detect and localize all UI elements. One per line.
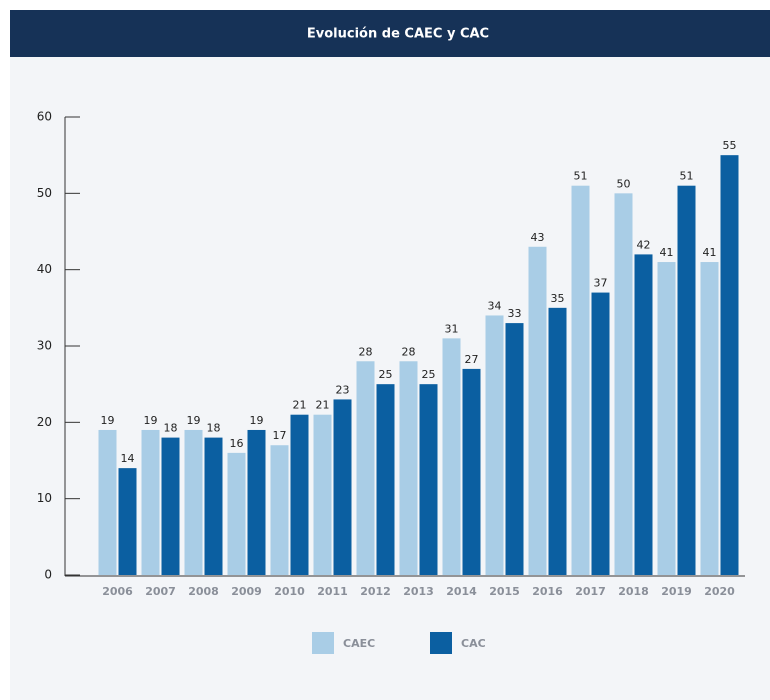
y-tick-label: 0 [44,568,52,582]
value-label: 23 [336,383,350,396]
bar [204,437,223,575]
bar [141,429,160,575]
chart-title: Evolución de CAEC y CAC [307,27,489,42]
x-tick-label: 2009 [231,585,262,598]
value-label: 51 [574,170,588,183]
bar [399,361,418,575]
bar [290,414,309,575]
bar [462,368,481,575]
x-tick-label: 2011 [317,585,348,598]
value-label: 21 [316,399,330,412]
value-label: 41 [703,246,717,259]
bar [118,468,137,575]
x-tick-label: 2006 [102,585,133,598]
bar [227,452,246,575]
value-label: 14 [121,452,135,465]
legend-swatch [312,632,334,654]
bar [98,429,117,575]
header [10,10,770,57]
x-tick-label: 2019 [661,585,692,598]
bar [356,361,375,575]
value-label: 27 [465,353,479,366]
bar [591,292,610,575]
bar [442,338,461,575]
x-tick-label: 2010 [274,585,305,598]
value-label: 35 [551,292,565,305]
x-tick-label: 2013 [403,585,434,598]
y-tick-label: 60 [37,110,52,124]
value-label: 41 [660,246,674,259]
value-label: 28 [402,345,416,358]
bar [505,323,524,575]
value-label: 28 [359,345,373,358]
value-label: 43 [531,231,545,244]
bar [376,384,395,575]
bar [571,185,590,575]
value-label: 21 [293,399,307,412]
x-tick-label: 2020 [704,585,735,598]
value-label: 19 [187,414,201,427]
y-tick-label: 50 [37,186,52,200]
bar [657,262,676,575]
value-label: 19 [101,414,115,427]
x-tick-label: 2017 [575,585,606,598]
bar [720,155,739,575]
bar [184,429,203,575]
value-label: 50 [617,177,631,190]
x-tick-label: 2012 [360,585,391,598]
value-label: 42 [637,238,651,251]
legend-label: CAC [461,637,486,650]
value-label: 25 [379,368,393,381]
bar [333,399,352,575]
bar [614,193,633,576]
value-label: 25 [422,368,436,381]
y-tick-label: 10 [37,491,52,505]
legend-swatch [430,632,452,654]
bar [247,429,266,575]
y-tick-label: 20 [37,415,52,429]
value-label: 16 [230,437,244,450]
bar [161,437,180,575]
bar [485,315,504,575]
bar [634,254,653,575]
x-tick-label: 2008 [188,585,219,598]
value-label: 19 [144,414,158,427]
y-tick-label: 40 [37,262,52,276]
value-label: 17 [273,429,287,442]
value-label: 31 [445,322,459,335]
value-label: 18 [207,422,221,435]
y-tick-label: 30 [37,339,52,353]
bar [270,445,289,575]
bar [419,384,438,575]
bar [528,246,547,575]
value-label: 37 [594,277,608,290]
x-tick-label: 2014 [446,585,477,598]
bar [313,414,332,575]
value-label: 55 [723,139,737,152]
bar [548,307,567,575]
value-label: 18 [164,422,178,435]
bar [700,262,719,575]
x-tick-label: 2015 [489,585,520,598]
x-tick-label: 2016 [532,585,563,598]
bar [677,185,696,575]
value-label: 51 [680,170,694,183]
value-label: 33 [508,307,522,320]
legend-label: CAEC [343,637,375,650]
value-label: 34 [488,299,502,312]
value-label: 19 [250,414,264,427]
x-tick-label: 2018 [618,585,649,598]
x-tick-label: 2007 [145,585,176,598]
